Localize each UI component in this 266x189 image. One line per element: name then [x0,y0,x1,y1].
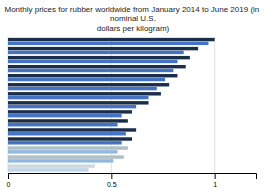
tick-mark [215,173,216,179]
bar [8,119,128,122]
bar [8,146,128,149]
bar [8,141,122,144]
bar [8,74,177,77]
title-line: dollars per kilogram) [97,24,170,33]
title-line: Monthly prices for rubber worldwide from… [4,5,261,14]
series [8,38,215,168]
tick-mark [8,173,9,179]
bar [8,110,132,113]
title: Monthly prices for rubber worldwide from… [4,5,261,33]
tick: 1 [213,173,217,188]
bar [8,56,190,59]
bar [8,114,122,117]
bar [8,137,132,140]
title-line: nominal U.S. [110,14,156,23]
bar [8,105,136,108]
bar [8,38,215,41]
plot: 00.51 [7,37,257,188]
bar [8,87,157,90]
bar [8,96,149,99]
x-axis-line [9,174,257,180]
x-axis: 00.51 [7,173,257,188]
tick: 0.5 [107,173,117,188]
bar [8,123,118,126]
bar [8,164,95,167]
series [8,42,208,172]
chart: Monthly prices for rubber worldwide from… [0,0,266,189]
bar [8,83,169,86]
bar [8,92,161,95]
bar [8,78,165,81]
bar [8,159,113,162]
tick-label: 0 [7,181,11,188]
bar [8,168,89,171]
bar [8,128,136,131]
grid-line [214,37,215,174]
bars [8,38,215,172]
bar [8,101,149,104]
bar [8,155,124,158]
tick-mark [111,173,112,179]
tick: 0 [7,173,11,188]
bar [8,47,198,50]
tick-label: 1 [213,181,217,188]
bar [8,150,118,153]
bar [8,60,177,63]
tick-label: 0.5 [107,181,117,188]
grid [8,37,215,174]
bar [8,132,126,135]
bar [8,65,186,68]
bar [8,51,184,54]
bar [8,42,208,45]
bar [8,69,173,72]
